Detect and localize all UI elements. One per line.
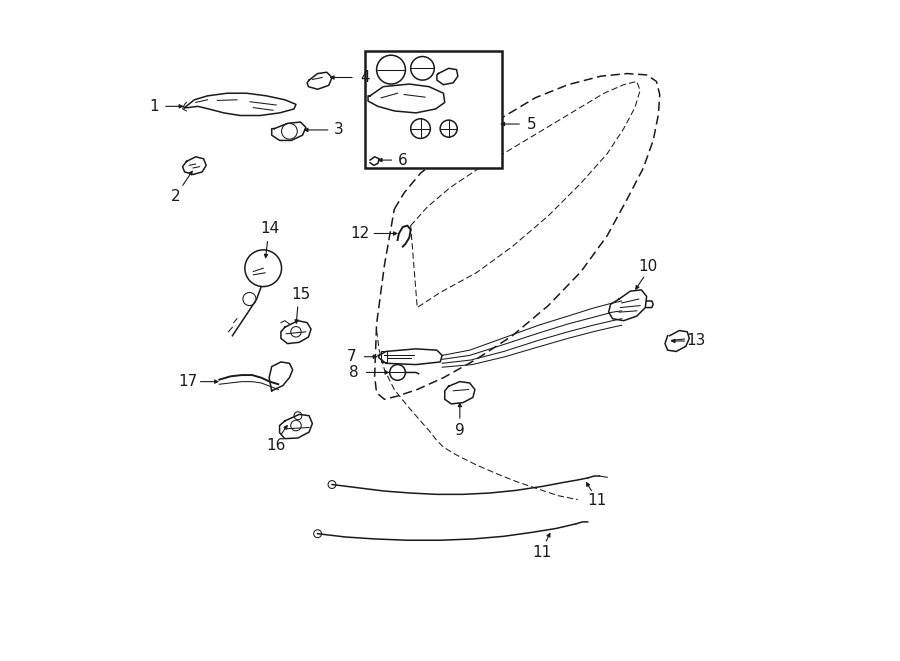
Text: 11: 11 [587, 493, 607, 508]
Text: 3: 3 [334, 122, 344, 137]
Text: 7: 7 [346, 349, 356, 364]
Text: 13: 13 [687, 334, 707, 348]
Text: 10: 10 [638, 258, 658, 274]
Text: 6: 6 [398, 153, 408, 168]
Text: 4: 4 [360, 70, 370, 85]
Text: 16: 16 [266, 438, 286, 453]
Text: 15: 15 [291, 287, 310, 302]
Text: 12: 12 [350, 226, 369, 241]
Text: 5: 5 [526, 116, 536, 132]
Text: 14: 14 [260, 221, 279, 237]
Bar [381, 352, 387, 362]
Bar [364, 52, 502, 168]
Text: 9: 9 [455, 422, 464, 438]
Text: 8: 8 [349, 365, 358, 380]
Text: 17: 17 [178, 374, 197, 389]
Text: 2: 2 [171, 188, 181, 204]
Text: 11: 11 [532, 545, 552, 560]
Text: 1: 1 [148, 99, 158, 114]
